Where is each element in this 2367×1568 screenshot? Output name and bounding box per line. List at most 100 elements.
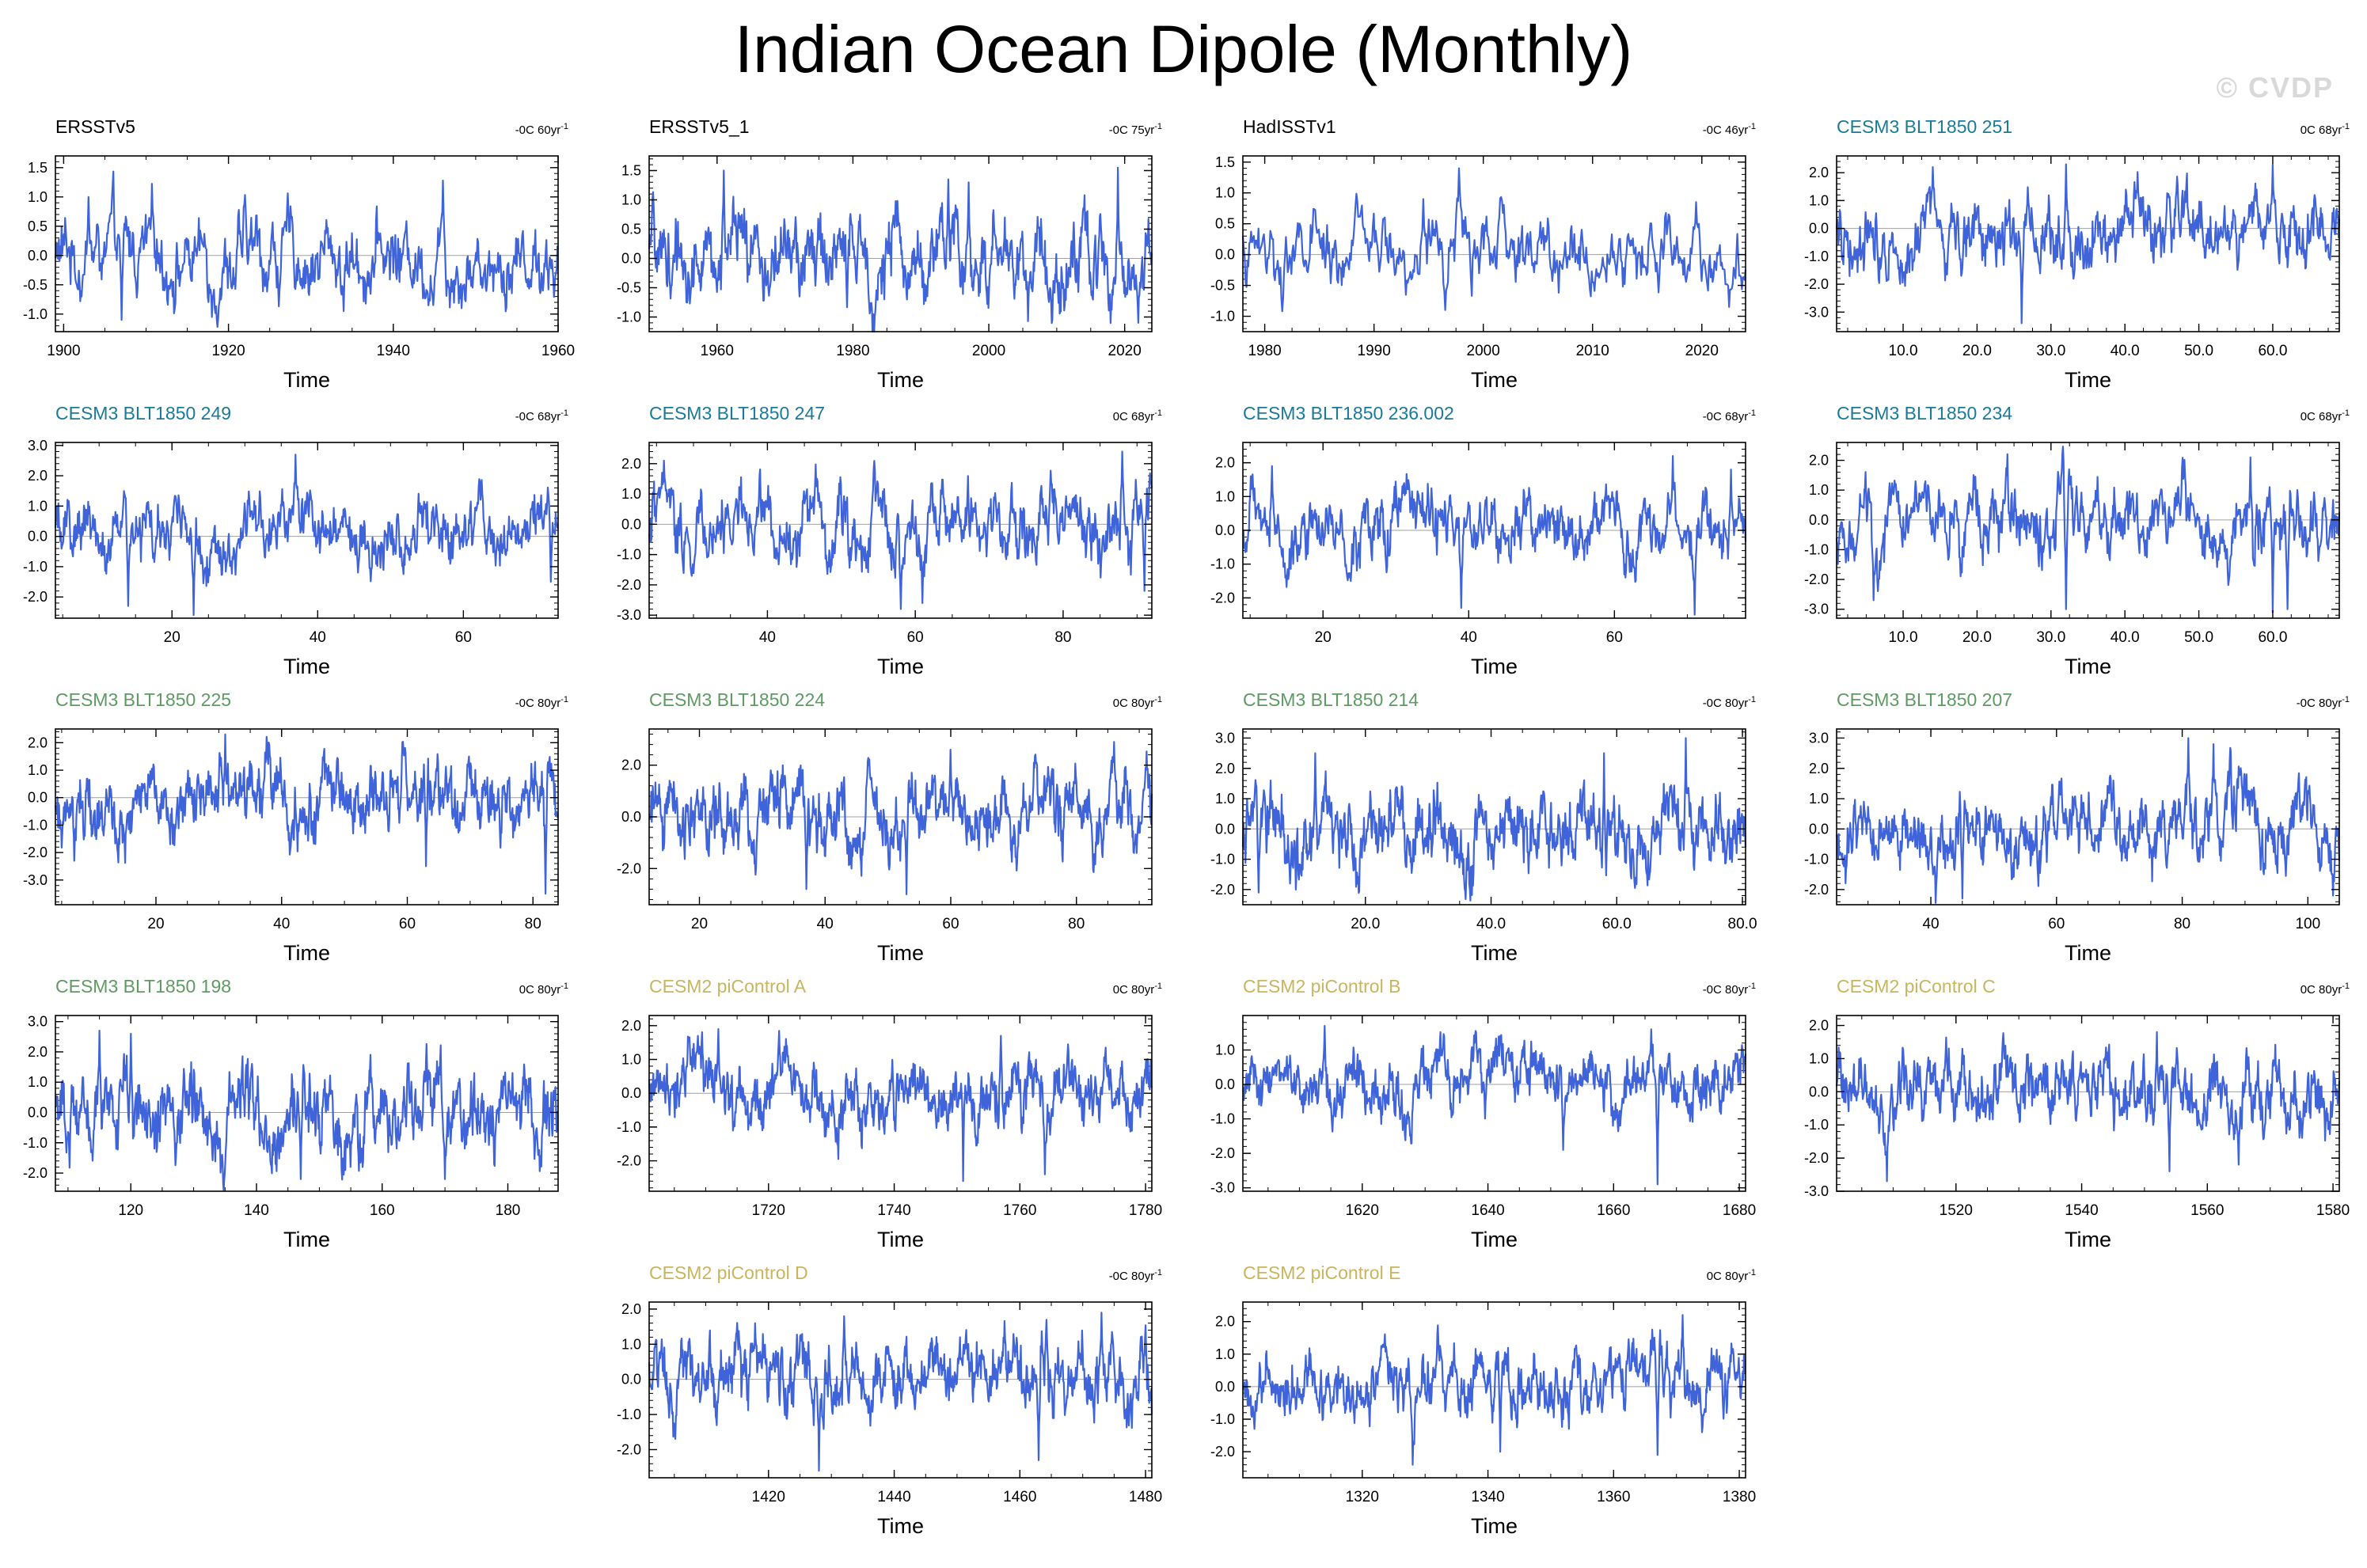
x-tick-label: 10.0: [1889, 343, 1918, 359]
x-tick-label: 180: [496, 1202, 521, 1219]
y-tick-label: 1.0: [1215, 791, 1235, 807]
y-tick-label: -1.0: [1804, 249, 1829, 264]
x-tick-label: 1720: [752, 1202, 785, 1219]
trend-label: 0C 68yr-1: [1112, 408, 1162, 423]
y-tick-label: 0.0: [1809, 821, 1829, 837]
x-tick-label: 1900: [47, 343, 80, 359]
x-tick-label: 1940: [377, 343, 410, 359]
y-tick-label: 1.0: [1809, 482, 1829, 498]
y-tick-label: 0.0: [28, 529, 47, 545]
y-tick-label: -1.0: [1210, 852, 1235, 868]
plot-svg: 1720 1740 1760 1780 -2.0 -1.0 0.0 1.0 2.0: [617, 1015, 1162, 1219]
x-tick-label: 1460: [1003, 1489, 1036, 1505]
series-line: [648, 1312, 1153, 1472]
plot-frame: [1836, 1015, 2340, 1192]
series-line: [648, 450, 1153, 610]
y-tick-label: 0.0: [1215, 821, 1235, 837]
panel-title: CESM2 piControl C: [1837, 976, 1996, 997]
x-tick-label: 60: [2048, 916, 2065, 932]
series-line: [54, 170, 560, 328]
plot-frame: [1242, 155, 1746, 332]
panel-title: CESM3 BLT1850 251: [1837, 116, 2013, 137]
plot-frame: [1242, 1301, 1746, 1479]
x-tick-label: 1420: [752, 1489, 785, 1505]
panel-title: CESM3 BLT1850 224: [649, 689, 826, 710]
minor-ticks: [1837, 1016, 2339, 1192]
x-tick-label: 20: [147, 916, 164, 932]
x-axis-label: Time: [2065, 368, 2111, 392]
chart-panel: CESM3 BLT1850 249 -0C 68yr-1 Time 20 40 60 -2.…: [0, 401, 594, 688]
panel-title: CESM3 BLT1850 214: [1243, 689, 1419, 710]
y-tick-label: -1.0: [1804, 852, 1829, 868]
y-tick-label: 1.0: [621, 486, 641, 502]
x-tick-label: 1660: [1597, 1202, 1630, 1219]
panel-title: HadISSTv1: [1243, 116, 1336, 137]
y-tick-label: -2.0: [617, 1153, 641, 1169]
x-tick-label: 40: [273, 916, 290, 932]
y-tick-label: -0.5: [1210, 278, 1235, 294]
plot-frame: [648, 1301, 1153, 1479]
y-tick-label: 1.5: [621, 163, 641, 179]
x-tick-label: 1920: [211, 343, 245, 359]
y-tick-label: 1.0: [1215, 1346, 1235, 1362]
series-line: [1241, 1314, 1746, 1466]
y-tick-label: 0.0: [621, 516, 641, 532]
x-tick-label: 1640: [1471, 1202, 1504, 1219]
y-tick-label: -3.0: [1804, 1183, 1829, 1199]
y-tick-label: -2.0: [1210, 1145, 1235, 1161]
x-tick-label: 20: [691, 916, 708, 932]
plot-svg: 40 60 80 -3.0 -2.0 -1.0 0.0 1.0 2.0: [617, 442, 1153, 646]
minor-ticks: [55, 442, 558, 618]
y-tick-label: -2.0: [1804, 276, 1829, 292]
x-axis-label: Time: [2065, 655, 2111, 678]
y-tick-label: 2.0: [1809, 453, 1829, 469]
y-tick-label: -1.0: [1210, 309, 1235, 325]
plot-frame: [1242, 1015, 1746, 1192]
y-tick-label: -2.0: [1804, 882, 1829, 898]
y-tick-label: 0.0: [1215, 247, 1235, 263]
y-tick-label: 0.5: [1215, 216, 1235, 232]
y-tick-label: 1.5: [1215, 154, 1235, 170]
y-tick-label: -2.0: [1210, 882, 1235, 898]
trend-label: -0C 80yr-1: [1108, 1268, 1162, 1283]
chart-panel: CESM3 BLT1850 225 -0C 80yr-1 Time 20 40 60 80 -…: [0, 688, 594, 974]
series-line: [1242, 1025, 1747, 1186]
y-tick-label: -1.0: [23, 817, 47, 833]
plot-svg: 1960 1980 2000 2020 -1.0 -0.5 0.0 0.5 1.0 1.5: [617, 155, 1153, 359]
trend-label: 0C 80yr-1: [1112, 981, 1162, 997]
chart-panel: CESM3 BLT1850 224 0C 80yr-1 Time 20 40 60 80 -2…: [594, 688, 1187, 974]
x-tick-label: 1960: [701, 343, 734, 359]
panel-title: CESM2 piControl D: [649, 1262, 808, 1283]
y-tick-label: -1.0: [1804, 1117, 1829, 1133]
trend-label: -0C 80yr-1: [1702, 981, 1756, 997]
plot-svg: 1520 1540 1560 1580 -3.0 -2.0 -1.0 0.0 1.0 2.0: [1804, 1015, 2350, 1219]
y-tick-label: 1.5: [28, 160, 47, 176]
x-axis-label: Time: [2065, 941, 2111, 965]
x-tick-label: 20.0: [1351, 916, 1380, 932]
y-tick-label: 0.5: [28, 218, 47, 234]
x-axis-label: Time: [283, 368, 330, 392]
y-tick-label: 2.0: [621, 456, 641, 472]
x-tick-label: 1380: [1723, 1489, 1756, 1505]
plot-svg: 10.0 20.0 30.0 40.0 50.0 60.0 -3.0 -2.0 -1.0 0.0 1…: [1804, 155, 2341, 359]
y-tick-label: 0.0: [1809, 512, 1829, 528]
x-tick-label: 80: [1054, 629, 1071, 646]
series-line: [1835, 1031, 2341, 1183]
x-tick-label: 80.0: [1728, 916, 1757, 932]
y-tick-label: -3.0: [1804, 602, 1829, 617]
x-tick-label: 1340: [1471, 1489, 1504, 1505]
y-tick-label: -3.0: [23, 872, 47, 888]
x-tick-label: 60.0: [1602, 916, 1632, 932]
y-tick-label: 2.0: [1809, 1018, 1829, 1034]
trend-label: -0C 75yr-1: [1108, 122, 1162, 137]
panel-title: ERSSTv5_1: [649, 116, 750, 137]
y-tick-label: 2.0: [28, 735, 47, 750]
y-tick-label: 2.0: [28, 468, 47, 484]
series-line: [54, 1030, 559, 1191]
y-tick-label: 1.0: [1809, 192, 1829, 208]
y-tick-label: 0.0: [28, 248, 47, 264]
y-tick-label: -3.0: [1804, 304, 1829, 320]
y-tick-label: 1.0: [1215, 488, 1235, 504]
plot-svg: 120 140 160 180 -2.0 -1.0 0.0 1.0 2.0 3.0: [23, 1014, 559, 1219]
